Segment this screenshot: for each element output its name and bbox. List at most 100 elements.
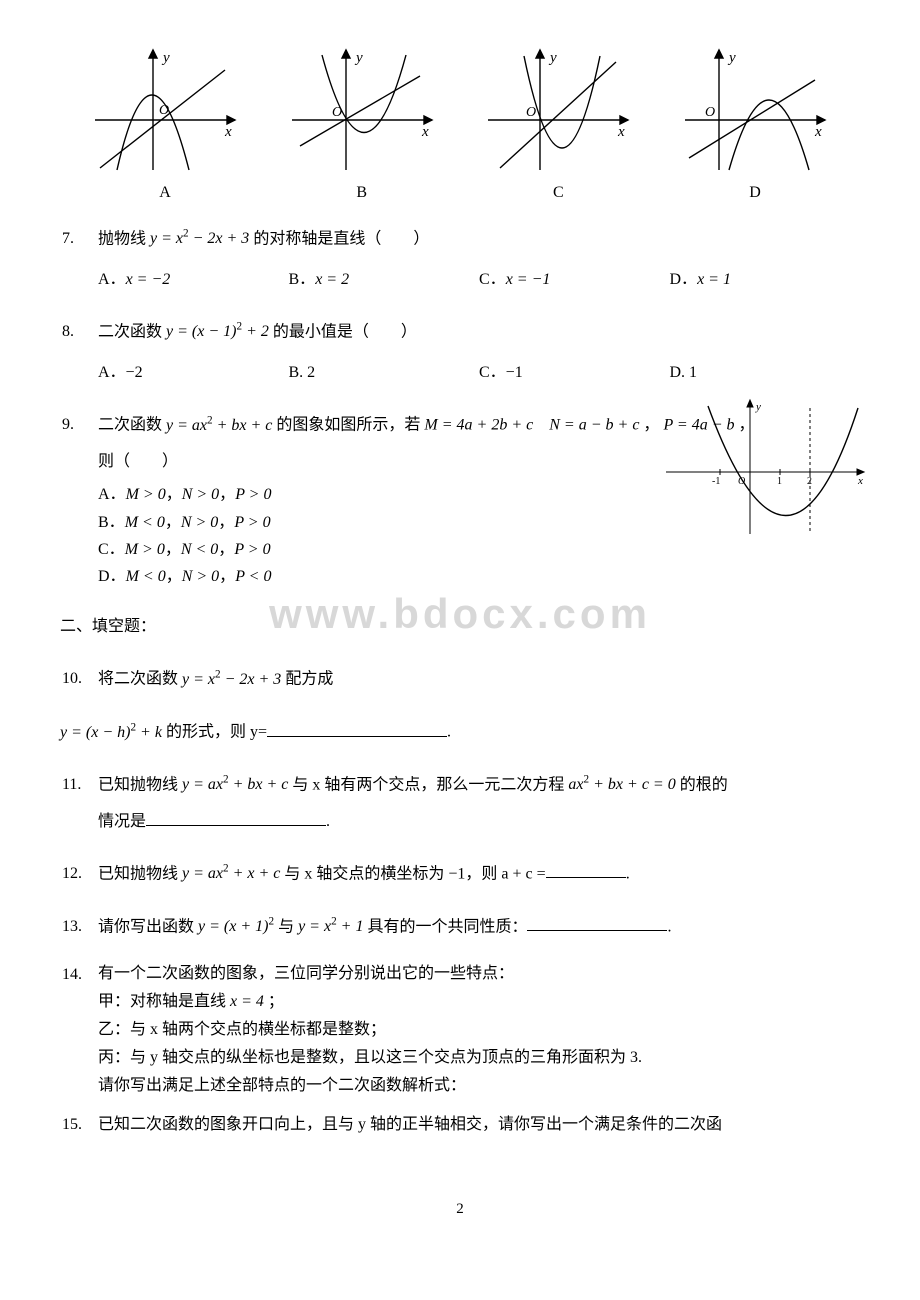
q14-l3: 乙：与 x 轴两个交点的横坐标都是整数； [98,1016,860,1044]
q9-l1-N: N = a − b + c [549,417,639,434]
q12-num: 12. [60,859,98,890]
figure-row: y x O A [60,40,860,202]
figure-D-label: D [670,184,840,202]
q9-l1-mid: 的图象如图所示，若 [276,417,424,434]
question-13: 13. 请你写出函数 y = (x + 1)2 与 y = x2 + 1 具有的… [60,912,860,943]
q9-l1-M: M = 4a + 2b + c [424,417,533,434]
svg-text:x: x [421,124,429,140]
q11-l1-eq: ax2 + bx + c = 0 [568,776,675,793]
q12-end: . [626,865,630,882]
q7-C: C． [479,271,506,288]
q13-blank [527,930,667,931]
question-12: 12. 已知抛物线 y = ax2 + x + c 与 x 轴交点的横坐标为 −… [60,859,860,890]
q8-options: A．−2 B. 2 C．−1 D. 1 [98,358,860,388]
question-8: 8. 二次函数 y = (x − 1)2 + 2 的最小值是（ ） A．−2 B… [60,317,860,388]
q10-line2: y = (x − h)2 + k 的形式，则 y=. [60,717,860,748]
graph-B-svg: y x O [282,40,442,180]
q13-end: . [667,918,671,935]
q9-D: D．M < 0，N > 0，P < 0 [98,563,860,590]
q12-pre: 已知抛物线 [98,865,182,882]
q10-num: 10. [60,664,98,695]
q13-num: 13. [60,912,98,943]
graph-C-svg: y x O [478,40,638,180]
q11-num: 11. [60,770,98,837]
svg-text:1: 1 [777,476,782,487]
q8-post: 的最小值是（ ） [273,323,417,340]
q8-expr: y = (x − 1)2 + 2 [166,323,269,340]
svg-text:x: x [857,475,863,487]
q14-l2-expr: x = 4 [230,993,264,1010]
figure-C-label: C [473,184,643,202]
q11-l2-pre: 情况是 [98,813,146,830]
q14-l2-pre: 甲：对称轴是直线 [98,993,230,1010]
page-number: 2 [60,1201,860,1218]
question-10: 10. 将二次函数 y = x2 − 2x + 3 配方成 [60,664,860,695]
q13-e2: y = x2 + 1 [298,918,363,935]
q15-num: 15. [60,1110,98,1140]
q11-blank [146,825,326,826]
q9-l1-pre: 二次函数 [98,417,166,434]
q7-post: 的对称轴是直线（ ） [253,230,429,247]
q8-pre: 二次函数 [98,323,166,340]
q14-l5: 请你写出满足上述全部特点的一个二次函数解析式： [98,1072,860,1100]
q12-mid: 与 x 轴交点的横坐标为 −1，则 a + c = [284,865,545,882]
q14-l1: 有一个二次函数的图象，三位同学分别说出它的一些特点： [98,960,860,988]
page-content: y x O A [60,40,860,1218]
q11-l1-mid: 与 x 轴有两个交点，那么一元二次方程 [292,776,568,793]
graph-A-svg: y x O [85,40,245,180]
q12-blank [546,877,626,878]
figure-A-label: A [80,184,250,202]
q8-D: D. 1 [670,358,861,388]
q13-e1: y = (x + 1)2 [198,918,274,935]
q9-l1-gap [537,417,545,434]
figure-B-label: B [277,184,447,202]
q11-l1-pre: 已知抛物线 [98,776,182,793]
figure-A: y x O A [80,40,250,202]
q7-num: 7. [60,224,98,295]
q15-text: 已知二次函数的图象开口向上，且与 y 轴的正半轴相交，请你写出一个满足条件的二次… [98,1116,722,1133]
q10-l2-end: . [447,724,451,741]
svg-text:y: y [161,50,170,66]
q11-l2-end: . [326,813,330,830]
q12-expr: y = ax2 + x + c [182,865,280,882]
figure-C: y x O C [473,40,643,202]
figure-B: y x O B [277,40,447,202]
q7-options: A．x = −2 B．x = 2 C．x = −1 D．x = 1 [98,265,860,295]
question-7: 7. 抛物线 y = x2 − 2x + 3 的对称轴是直线（ ） A．x = … [60,224,860,295]
graph-D-svg: y x O [675,40,835,180]
q8-B: B. 2 [289,358,480,388]
q8-C: C．−1 [479,358,670,388]
q9-l1-expr: y = ax2 + bx + c [166,417,272,434]
svg-text:O: O [159,103,169,118]
q14-l2-end: ； [268,993,284,1010]
q7-A: A． [98,271,126,288]
q10-l2-mid: 的形式，则 y= [166,724,267,741]
svg-text:O: O [738,476,745,487]
svg-text:y: y [727,50,736,66]
q9-l1-sep: ， [643,417,659,434]
q10-l1-pre: 将二次函数 [98,671,182,688]
q13-mid2: 具有的一个共同性质： [367,918,527,935]
question-14: 14. 有一个二次函数的图象，三位同学分别说出它的一些特点： 甲：对称轴是直线 … [60,960,860,1100]
q13-pre: 请你写出函数 [98,918,198,935]
svg-text:-1: -1 [712,476,720,487]
question-15: 15. 已知二次函数的图象开口向上，且与 y 轴的正半轴相交，请你写出一个满足条… [60,1110,860,1140]
q11-l1-expr: y = ax2 + bx + c [182,776,288,793]
svg-text:x: x [814,124,822,140]
q11-l1-post: 的根的 [680,776,728,793]
svg-text:O: O [332,105,342,120]
q14-l4: 丙：与 y 轴交点的纵坐标也是整数，且以这三个交点为顶点的三角形面积为 3. [98,1044,860,1072]
q8-A: A．−2 [98,358,289,388]
q8-num: 8. [60,317,98,388]
q10-l1-expr: y = x2 − 2x + 3 [182,671,281,688]
question-9: 9. 二次函数 y = ax2 + bx + c 的图象如图所示，若 M = 4… [60,410,860,590]
figure-D: y x O D [670,40,840,202]
q10-blank [267,736,447,737]
svg-text:O: O [526,105,536,120]
svg-text:y: y [755,401,761,413]
q14-num: 14. [60,960,98,1100]
q7-expr: y = x2 − 2x + 3 [150,230,249,247]
question-11: 11. 已知抛物线 y = ax2 + bx + c 与 x 轴有两个交点，那么… [60,770,860,837]
svg-text:y: y [354,50,363,66]
q9-num: 9. [60,410,98,590]
